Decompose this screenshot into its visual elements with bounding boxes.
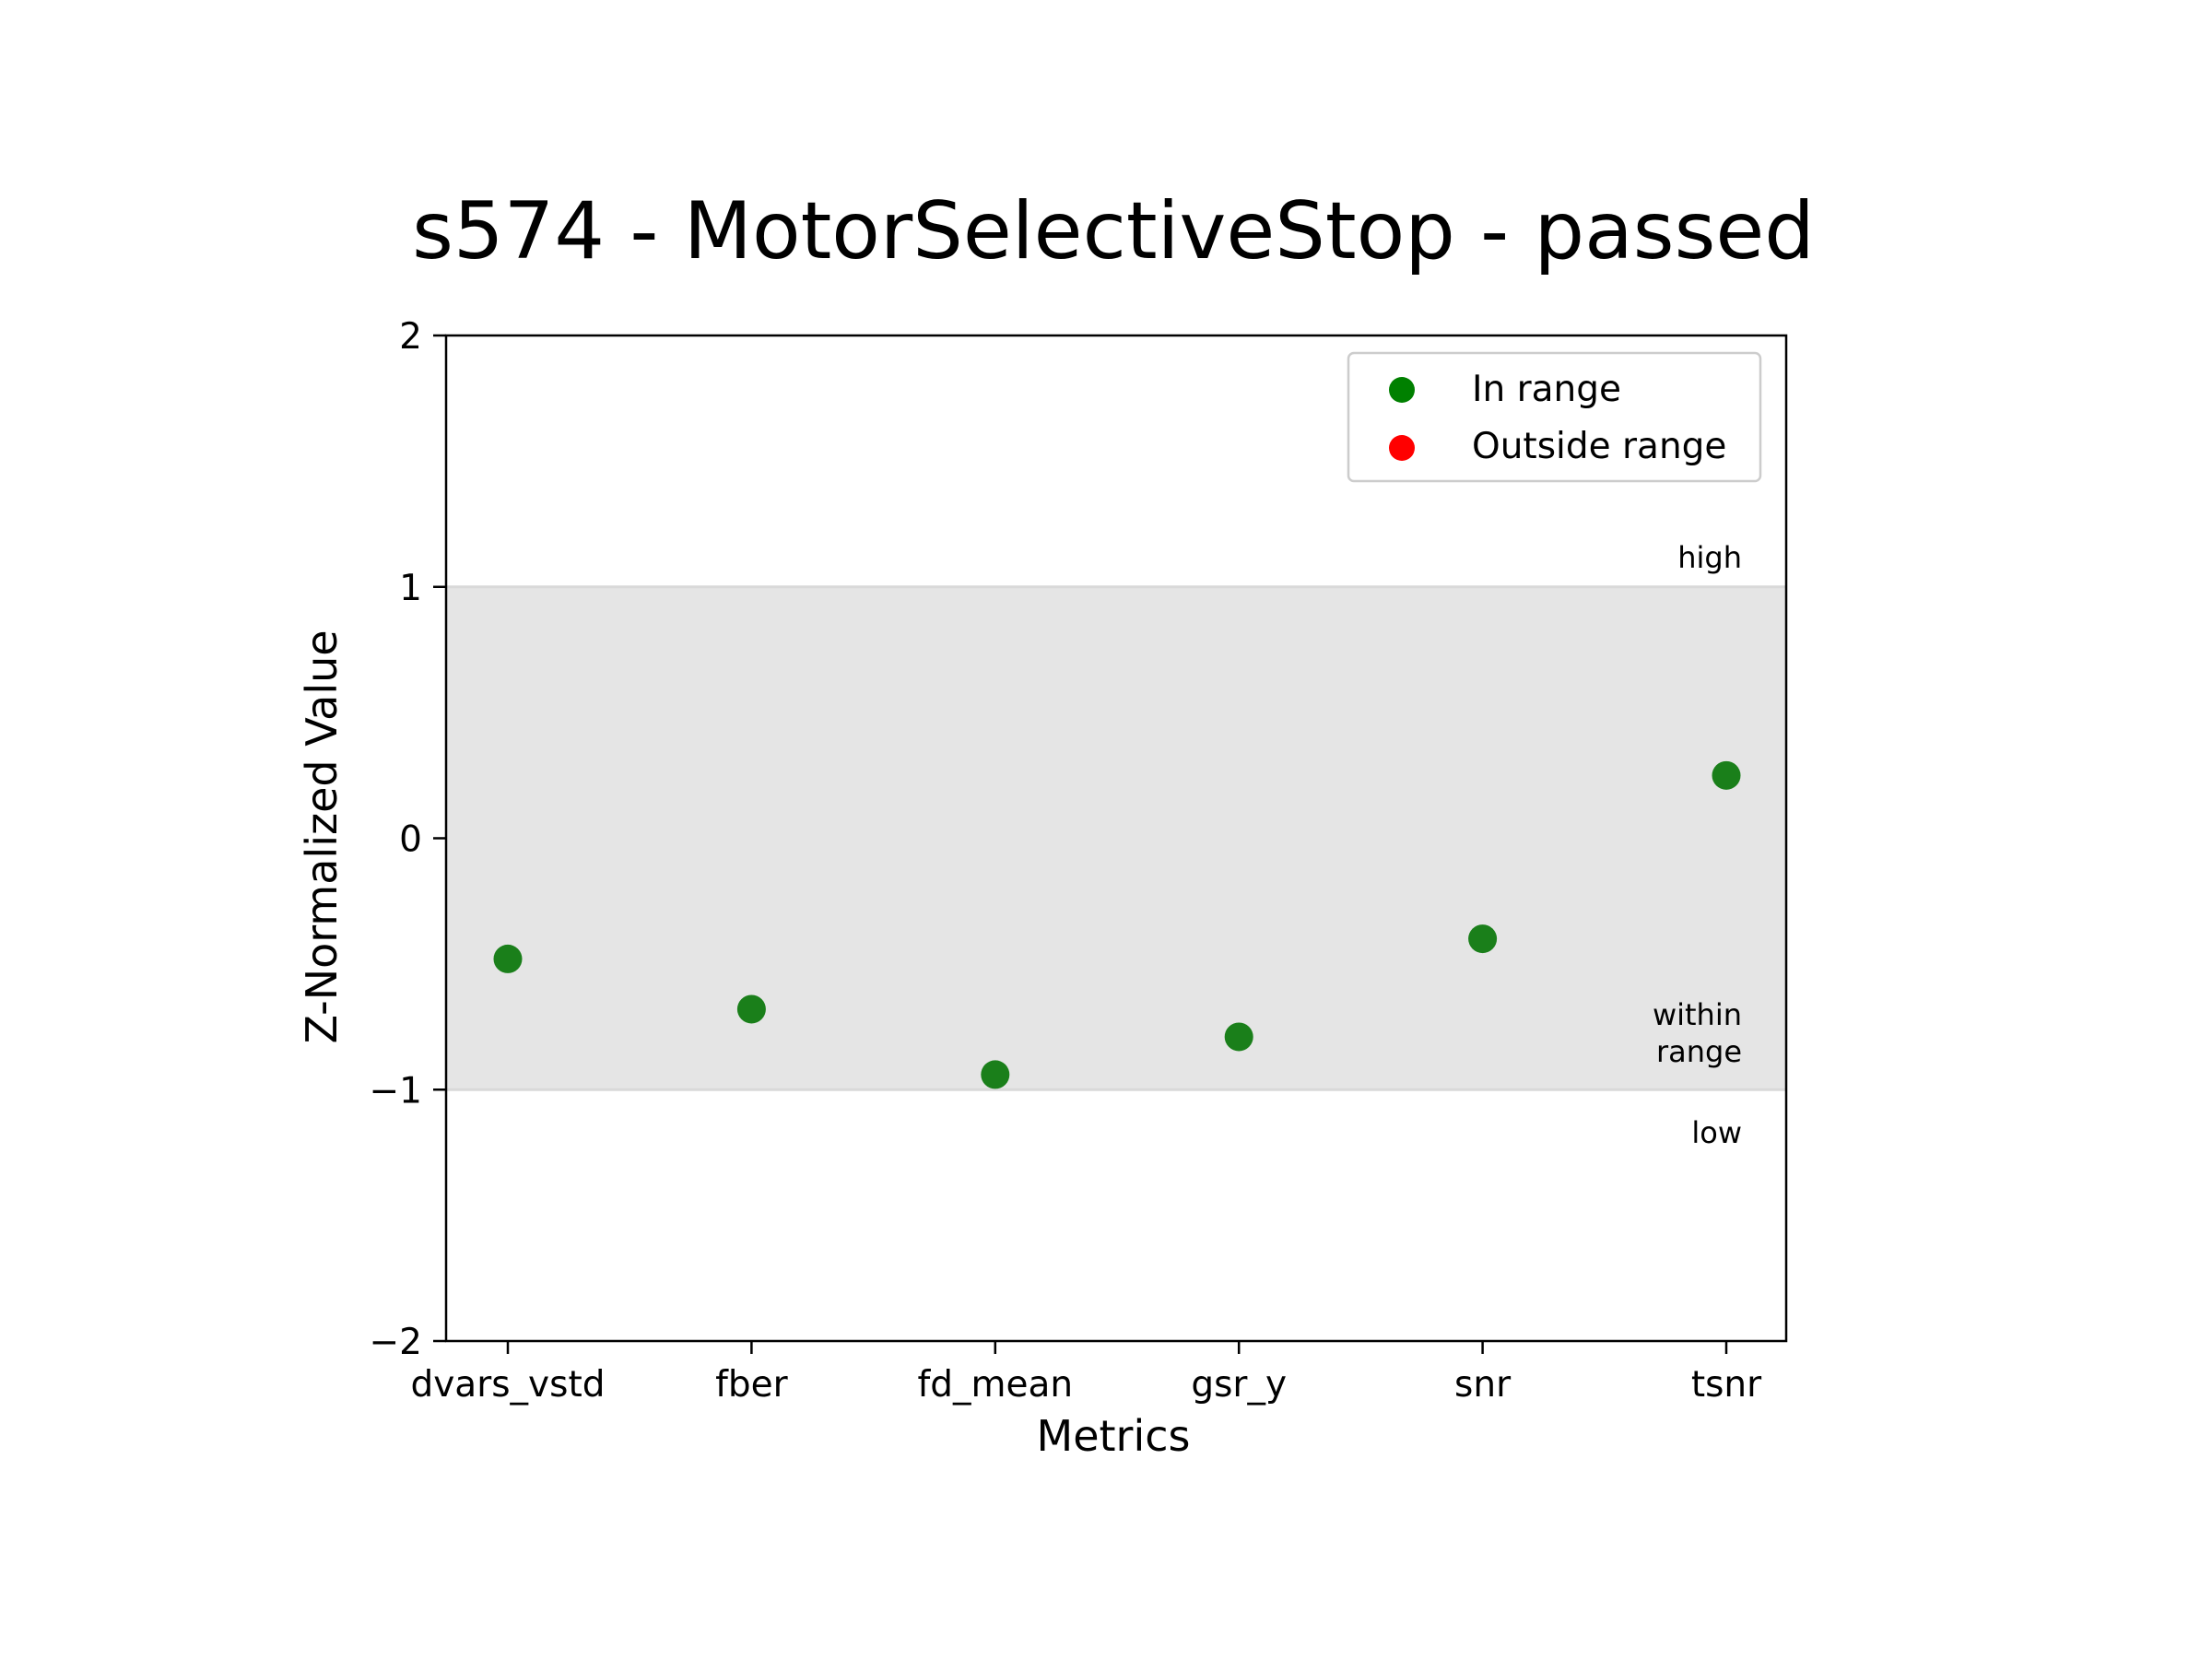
x-tick-label-dvars_vstd: dvars_vstd [410,1364,605,1406]
x-tick-label-fd_mean: fd_mean [918,1364,1074,1406]
within-range-band [446,586,1786,1090]
legend: In range Outside range [1347,351,1762,483]
data-point-snr [1468,924,1498,954]
data-point-fber [736,994,766,1024]
y-tick-label: 2 [399,316,422,358]
legend-label-in-range: In range [1472,369,1621,410]
x-tick-label-fber: fber [715,1364,788,1406]
annotation-range: range [1656,1034,1742,1069]
annotation-low: low [1691,1115,1742,1150]
data-points [493,760,1741,1089]
data-point-tsnr [1712,760,1741,790]
legend-label-outside-range: Outside range [1472,426,1726,467]
legend-marker-outside-range [1389,435,1415,461]
legend-box [1347,351,1762,483]
plot-area [446,585,1786,1091]
range-annotations: high within range low [1653,540,1742,1150]
y-tick-label: 1 [399,568,422,609]
annotation-within: within [1653,997,1742,1032]
annotation-high: high [1677,540,1742,575]
legend-marker-in-range [1389,377,1415,403]
x-tick-label-tsnr: tsnr [1691,1364,1762,1406]
x-tick-label-snr: snr [1454,1364,1512,1406]
y-tick-label: −1 [370,1070,423,1112]
x-tick-label-gsr_y: gsr_y [1191,1364,1287,1406]
data-point-fd_mean [981,1060,1010,1089]
y-tick-label: 0 [399,819,422,861]
chart-title: s574 - MotorSelectiveStop - passed [412,185,1815,277]
data-point-dvars_vstd [493,944,523,973]
y-tick-label: −2 [370,1322,423,1363]
data-point-gsr_y [1224,1022,1253,1052]
y-axis-label: Z-Normalized Value [297,629,347,1043]
x-axis-label: Metrics [1037,1411,1191,1461]
